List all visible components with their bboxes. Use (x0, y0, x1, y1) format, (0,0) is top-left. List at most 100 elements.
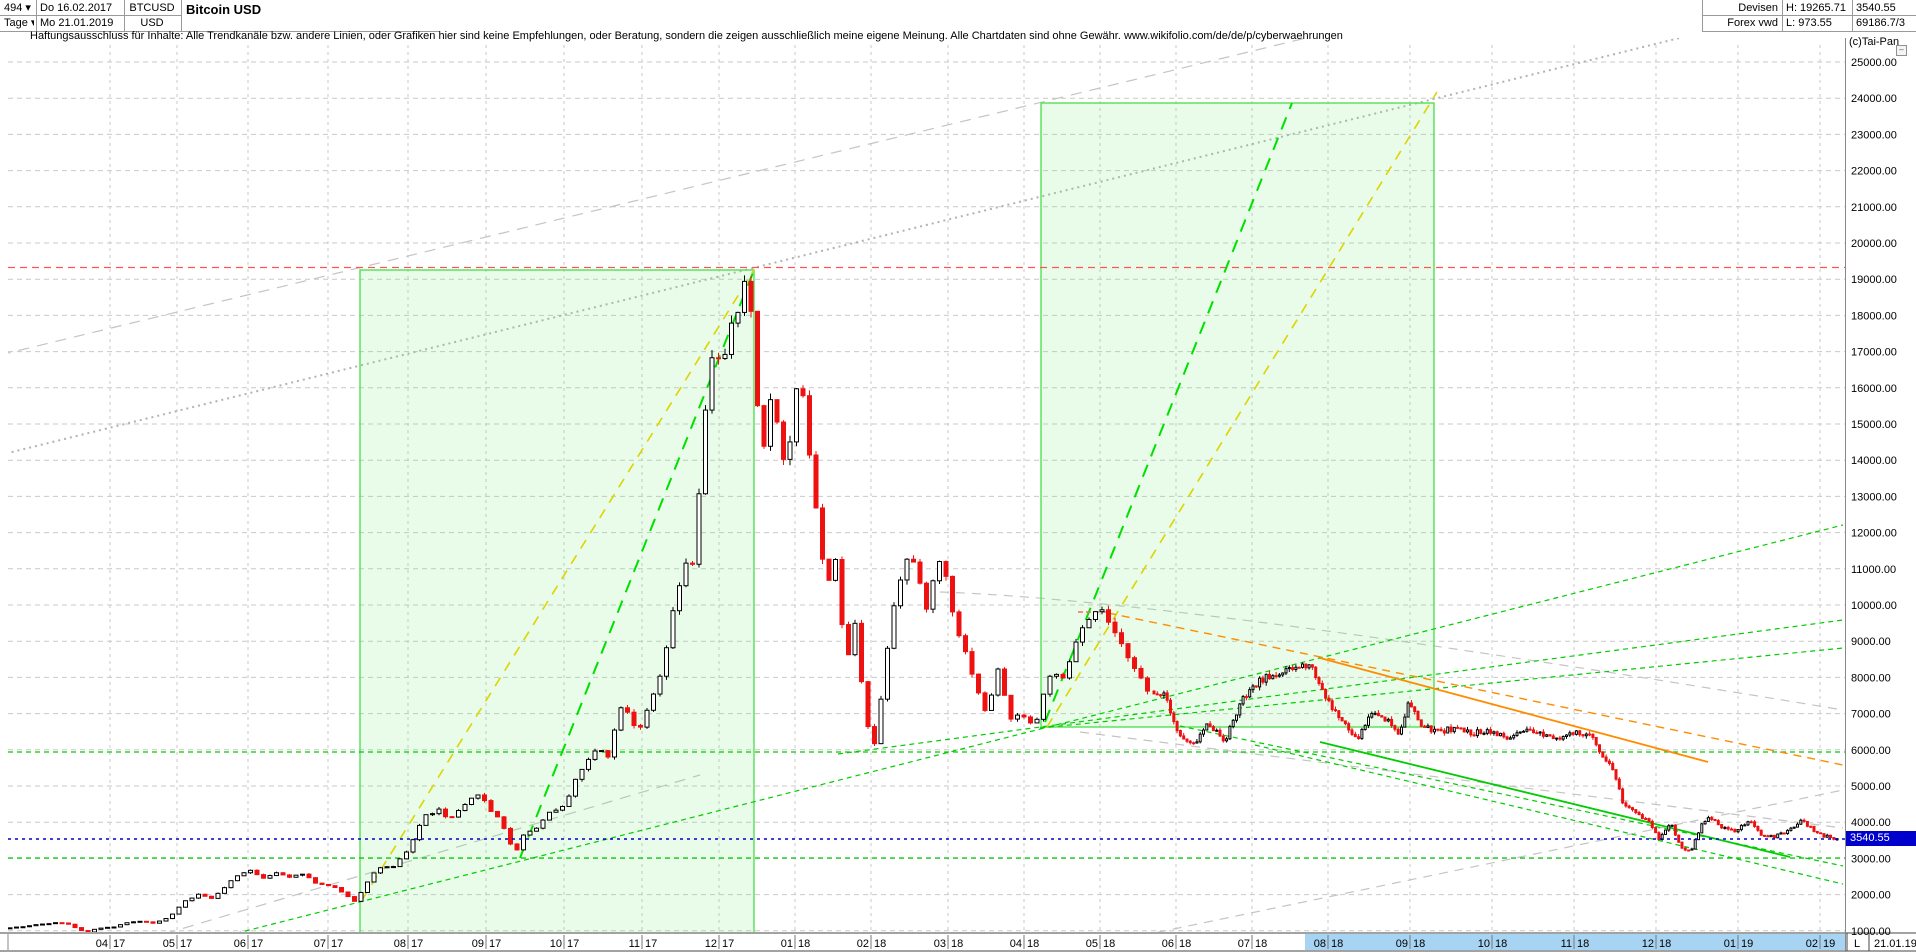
chevron-down-icon: ▾ (30, 17, 34, 29)
svg-text:12: 12 (705, 938, 717, 950)
svg-text:18: 18 (1659, 938, 1671, 950)
divider (1702, 31, 1916, 32)
svg-text:08: 08 (1314, 938, 1326, 950)
divider (1702, 15, 1916, 16)
svg-text:02: 02 (857, 938, 869, 950)
svg-text:08: 08 (394, 938, 406, 950)
svg-text:07: 07 (1238, 938, 1250, 950)
svg-text:23000.00: 23000.00 (1851, 129, 1897, 141)
svg-text:17: 17 (411, 938, 423, 950)
svg-text:17: 17 (567, 938, 579, 950)
svg-text:19000.00: 19000.00 (1851, 274, 1897, 286)
candlesticks (8, 275, 1839, 932)
svg-text:18: 18 (951, 938, 963, 950)
svg-text:18: 18 (1103, 938, 1115, 950)
svg-text:18: 18 (1413, 938, 1425, 950)
svg-text:17: 17 (722, 938, 734, 950)
plot-area[interactable] (0, 18, 1845, 952)
symbol-label: BTCUSD (129, 2, 175, 14)
green-dashed-riser-2 (837, 619, 1844, 755)
svg-text:18000.00: 18000.00 (1851, 310, 1897, 322)
svg-text:8000.00: 8000.00 (1851, 672, 1891, 684)
date-to: Mo 21.01.2019 (40, 17, 114, 29)
gray-dashed-channel-lower-left (168, 774, 701, 932)
svg-text:04: 04 (96, 938, 108, 950)
svg-text:2000.00: 2000.00 (1851, 890, 1891, 902)
svg-text:21.01.19: 21.01.19 (1874, 938, 1916, 950)
svg-text:12000.00: 12000.00 (1851, 528, 1897, 540)
svg-text:22000.00: 22000.00 (1851, 166, 1897, 178)
svg-text:1000.00: 1000.00 (1851, 926, 1891, 938)
svg-text:7000.00: 7000.00 (1851, 709, 1891, 721)
divider (181, 0, 182, 31)
wikifolio-link[interactable]: www.wikifolio.com/de/de/p/cyberwaehrunge… (1123, 30, 1343, 42)
svg-text:16000.00: 16000.00 (1851, 383, 1897, 395)
svg-text:L: L (1854, 938, 1860, 950)
currency-label: USD (140, 17, 164, 29)
green-trend-2017 (519, 269, 755, 859)
period-high: H: 19265.71 (1786, 2, 1846, 14)
gray-dashed-channel-upper (8, 38, 1307, 354)
trend-channel-box-2018 (1040, 102, 1435, 728)
svg-text:9000.00: 9000.00 (1851, 636, 1891, 648)
disclaimer-text: Haftungsausschluss für Inhalte: Alle Tre… (30, 30, 1343, 42)
svg-text:01: 01 (781, 938, 793, 950)
svg-text:09: 09 (472, 938, 484, 950)
svg-text:12: 12 (1642, 938, 1654, 950)
green-solid-decline (1319, 741, 1791, 858)
divider (0, 31, 440, 32)
period-low: L: 973.55 (1786, 17, 1832, 29)
green-trend-2018 (1044, 102, 1293, 723)
axis-collapse-icon[interactable]: – (1896, 45, 1907, 56)
svg-text:02: 02 (1806, 938, 1818, 950)
orange-solid-resistance (1319, 657, 1709, 763)
yellow-trend-2018 (1046, 91, 1438, 728)
svg-text:18: 18 (874, 938, 886, 950)
svg-text:18: 18 (1495, 938, 1507, 950)
green-triangle-marker (1638, 29, 1648, 35)
svg-text:6000.00: 6000.00 (1851, 745, 1891, 757)
svg-text:03: 03 (934, 938, 946, 950)
svg-text:10: 10 (1478, 938, 1490, 950)
svg-text:14000.00: 14000.00 (1851, 455, 1897, 467)
date-from: Do 16.02.2017 (40, 2, 113, 14)
svg-text:24000.00: 24000.00 (1851, 93, 1897, 105)
gray-dashed-decline-right (1079, 731, 1844, 829)
svg-text:17: 17 (331, 938, 343, 950)
svg-text:19: 19 (1741, 938, 1753, 950)
green-dashed-decline-2 (1254, 744, 1844, 885)
bar-count-dropdown[interactable]: 494 ▾ (4, 2, 31, 14)
svg-text:09: 09 (1396, 938, 1408, 950)
green-dashed-long-riser (239, 524, 1844, 932)
svg-text:10000.00: 10000.00 (1851, 600, 1897, 612)
svg-text:25000.00: 25000.00 (1851, 57, 1897, 69)
yellow-trend-2017 (361, 269, 755, 901)
divider (0, 15, 181, 16)
svg-text:06: 06 (234, 938, 246, 950)
svg-text:20000.00: 20000.00 (1851, 238, 1897, 250)
svg-text:11: 11 (629, 938, 640, 950)
svg-text:18: 18 (1179, 938, 1191, 950)
svg-text:18: 18 (1331, 938, 1343, 950)
x-axis-labels: 04 17 05 17 06 17 07 17 08 17 09 17 10 17 11 17 12 17 01 18… (96, 935, 1835, 950)
svg-text:21000.00: 21000.00 (1851, 202, 1897, 214)
svg-text:19: 19 (1823, 938, 1835, 950)
copyright-label: (c)Tai-Pan (1849, 36, 1900, 48)
svg-text:05: 05 (163, 938, 175, 950)
last-price-marker: 3540.55 (1846, 831, 1916, 846)
green-dashed-decline-1 (1179, 725, 1844, 867)
gridlines (8, 45, 1845, 932)
period-dropdown[interactable]: Tage ▾ (4, 16, 34, 31)
svg-text:13000.00: 13000.00 (1851, 491, 1897, 503)
svg-text:11000.00: 11000.00 (1851, 564, 1896, 576)
gray-dashed-arc-right (939, 591, 1844, 711)
chevron-down-icon: ▾ (25, 2, 31, 14)
volume-info: 69186.7/3 (1856, 17, 1905, 29)
svg-text:05: 05 (1086, 938, 1098, 950)
svg-text:3000.00: 3000.00 (1851, 853, 1891, 865)
svg-text:18: 18 (1027, 938, 1039, 950)
source-label: Forex vwd (1727, 17, 1778, 29)
svg-text:17: 17 (251, 938, 263, 950)
svg-text:04: 04 (1010, 938, 1022, 950)
